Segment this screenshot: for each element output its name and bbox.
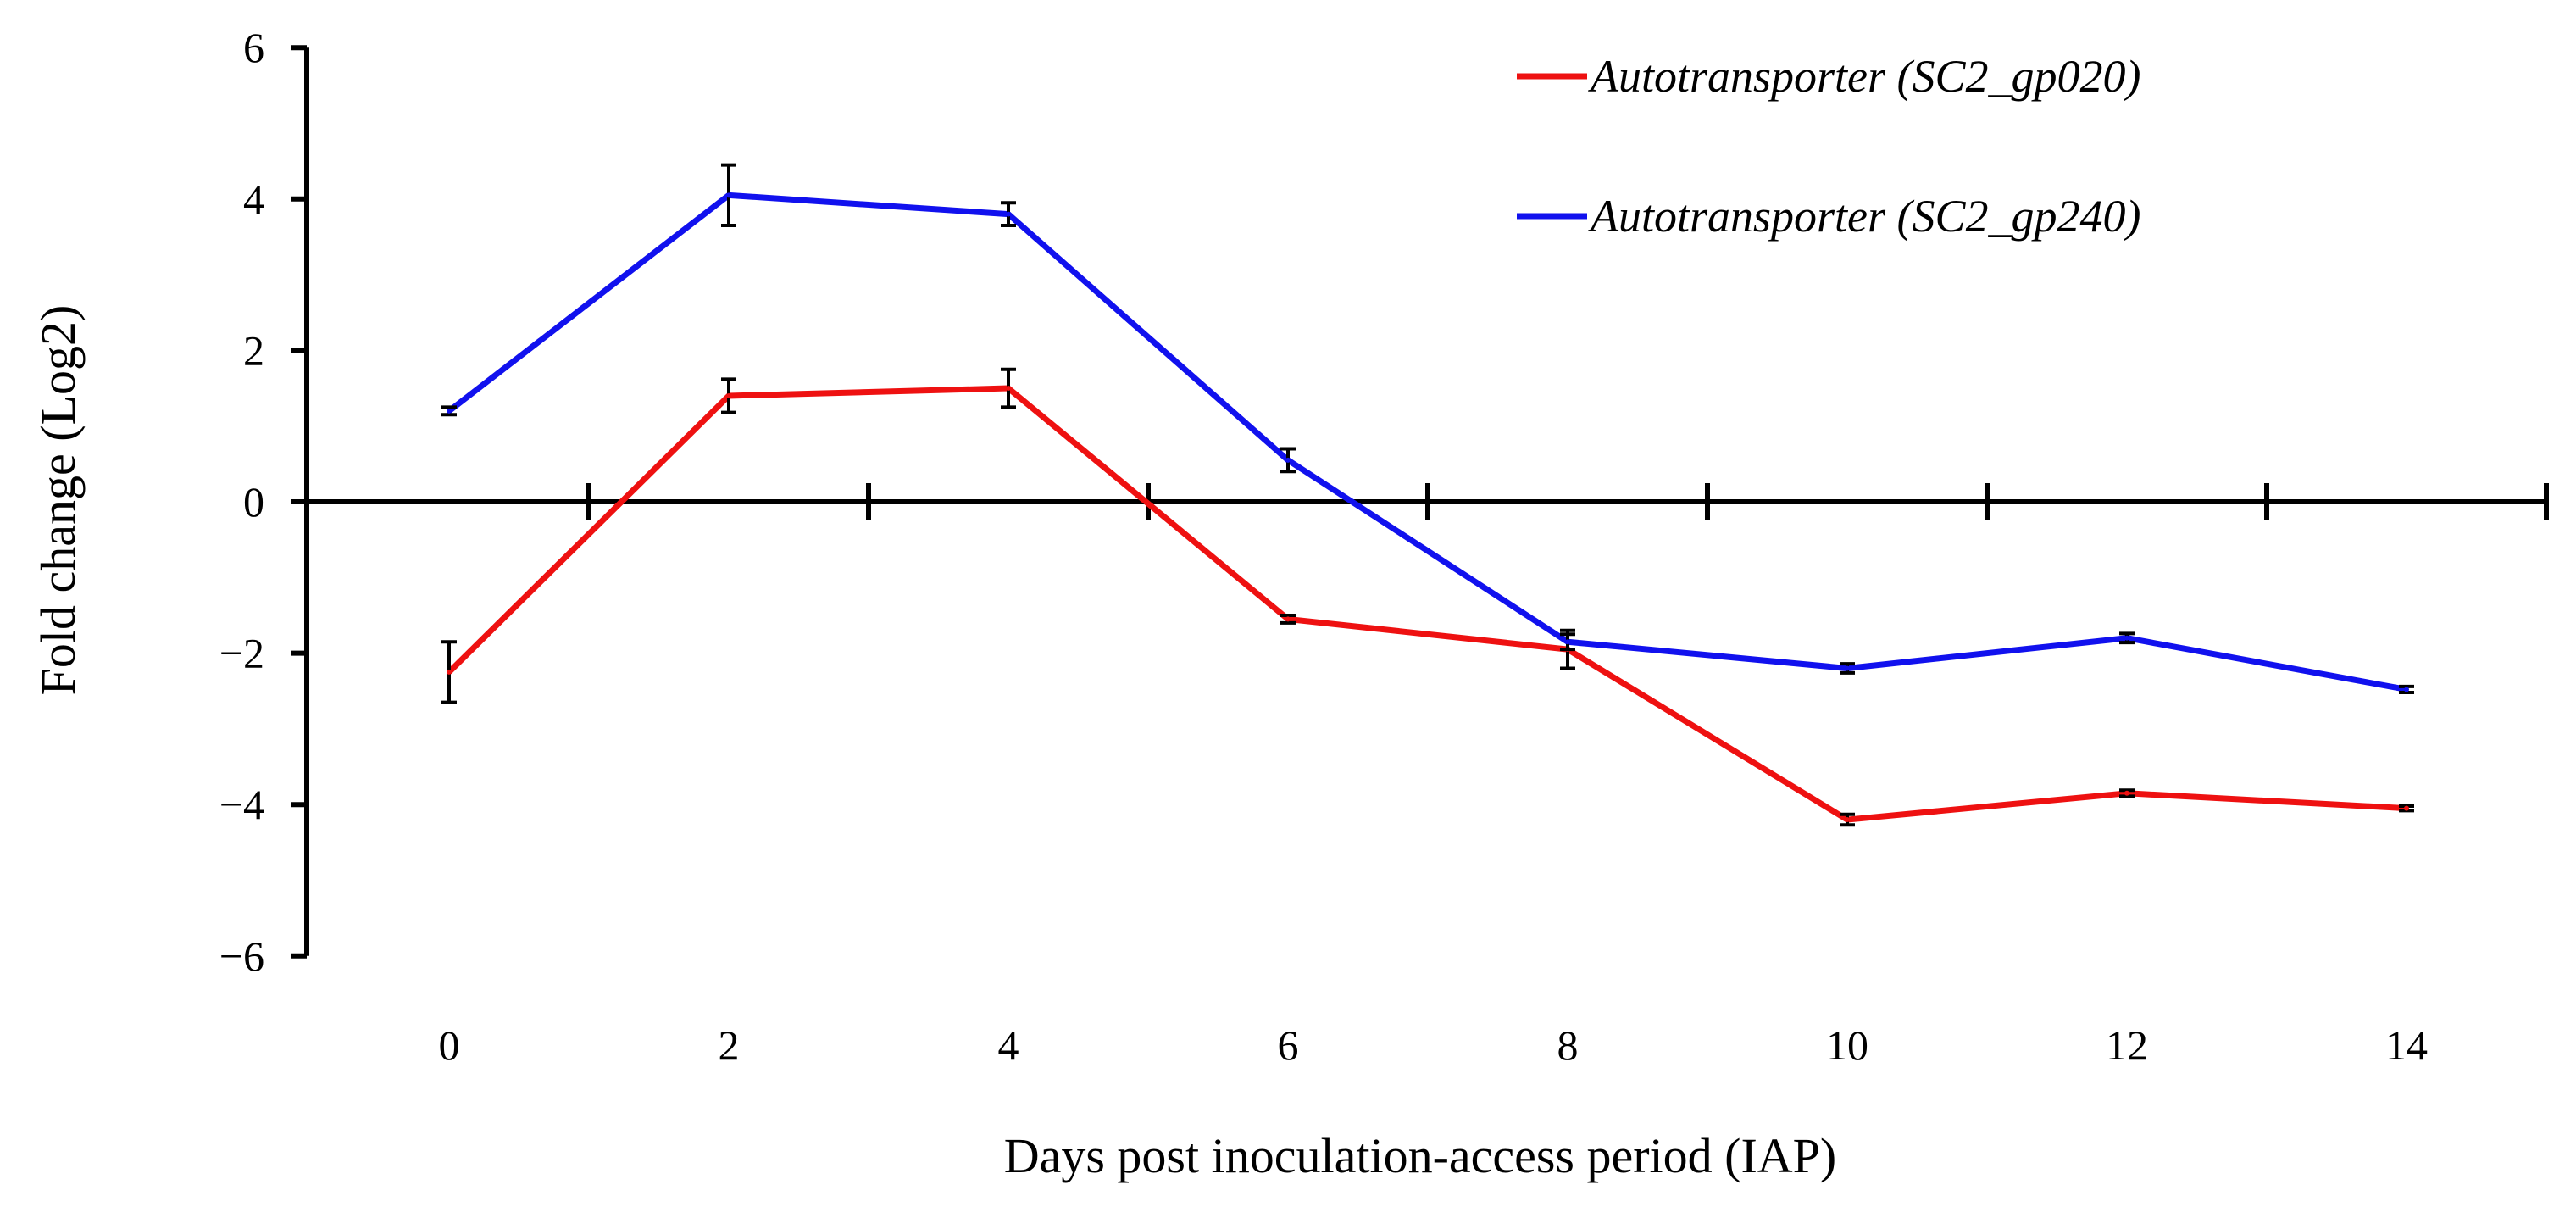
data-point-sc2-gp240-day-10 bbox=[1845, 665, 1850, 671]
data-point-sc2-gp240-day-12 bbox=[2124, 635, 2129, 641]
y-tick-label-6: 6 bbox=[243, 24, 264, 71]
x-tick-label-12: 12 bbox=[2106, 1021, 2148, 1069]
x-axis-title: Days post inoculation-access period (IAP… bbox=[1004, 1128, 1837, 1183]
data-point-sc2-gp020-day-12 bbox=[2124, 790, 2129, 796]
series-group bbox=[441, 163, 2414, 827]
data-point-sc2-gp240-day-14 bbox=[2404, 687, 2409, 692]
y-tick-label--4: −4 bbox=[219, 781, 264, 828]
data-point-sc2-gp020-day-0 bbox=[447, 669, 452, 675]
x-tick-label-4: 4 bbox=[998, 1021, 1019, 1069]
data-point-sc2-gp240-day-4 bbox=[1006, 211, 1011, 217]
legend-label-sc2-gp240: Autotransporter (SC2_gp240) bbox=[1588, 191, 2141, 242]
series-line-sc2-gp240 bbox=[447, 192, 2407, 692]
data-point-sc2-gp020-day-14 bbox=[2404, 805, 2409, 811]
y-tick-label--2: −2 bbox=[219, 630, 264, 677]
axes-group: −6 −4 −2 0 2 4 6 0 2 4 6 8 10 12 14 bbox=[219, 24, 2549, 1069]
data-point-sc2-gp240-day-0 bbox=[447, 408, 452, 414]
data-point-sc2-gp020-day-6 bbox=[1285, 616, 1291, 622]
series-line-sc2-gp020 bbox=[447, 385, 2407, 823]
y-tick-label-0: 0 bbox=[243, 478, 264, 526]
legend: Autotransporter (SC2_gp020) Autotranspor… bbox=[1517, 51, 2141, 242]
y-axis-title: Fold change (Log2) bbox=[31, 305, 86, 696]
x-tick-label-14: 14 bbox=[2385, 1021, 2428, 1069]
y-tick-label--6: −6 bbox=[219, 932, 264, 980]
data-point-sc2-gp020-day-4 bbox=[1006, 386, 1011, 392]
x-tick-label-6: 6 bbox=[1278, 1021, 1299, 1069]
data-point-sc2-gp240-day-2 bbox=[726, 192, 731, 198]
data-point-sc2-gp240-day-6 bbox=[1285, 457, 1291, 463]
y-tick-label-4: 4 bbox=[243, 175, 264, 223]
data-point-sc2-gp020-day-2 bbox=[726, 392, 731, 398]
x-tick-label-8: 8 bbox=[1557, 1021, 1579, 1069]
data-point-sc2-gp240-day-8 bbox=[1565, 639, 1570, 645]
data-point-sc2-gp020-day-10 bbox=[1845, 817, 1850, 823]
x-tick-label-10: 10 bbox=[1826, 1021, 1868, 1069]
x-tick-label-2: 2 bbox=[719, 1021, 740, 1069]
x-tick-label-0: 0 bbox=[439, 1021, 460, 1069]
y-tick-label-2: 2 bbox=[243, 326, 264, 374]
legend-label-sc2-gp020: Autotransporter (SC2_gp020) bbox=[1588, 51, 2141, 102]
